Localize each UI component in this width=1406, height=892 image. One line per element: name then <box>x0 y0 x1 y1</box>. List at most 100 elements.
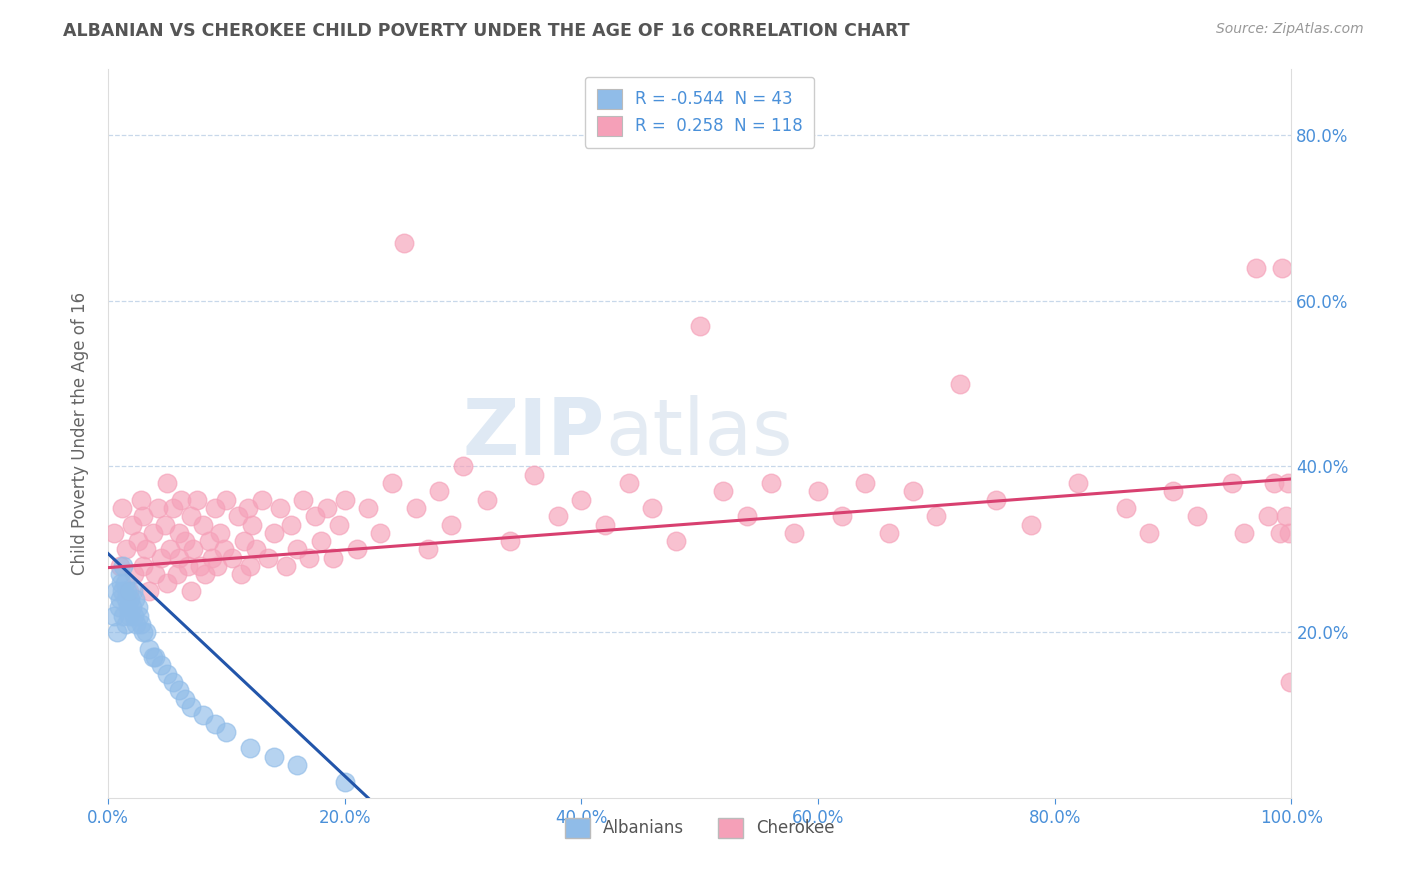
Point <box>103 525 125 540</box>
Point <box>285 542 308 557</box>
Point <box>107 600 129 615</box>
Point <box>167 683 190 698</box>
Point <box>191 708 214 723</box>
Point <box>292 492 315 507</box>
Point <box>569 492 592 507</box>
Point <box>1244 260 1267 275</box>
Point <box>1277 476 1299 491</box>
Point <box>156 476 179 491</box>
Point <box>108 592 131 607</box>
Point <box>440 517 463 532</box>
Point <box>807 484 830 499</box>
Point <box>110 575 132 590</box>
Point <box>239 559 262 574</box>
Point <box>127 534 149 549</box>
Point <box>877 525 900 540</box>
Point <box>1220 476 1243 491</box>
Point <box>274 559 297 574</box>
Point <box>617 476 640 491</box>
Text: ZIP: ZIP <box>463 395 605 471</box>
Point <box>593 517 616 532</box>
Point <box>221 550 243 565</box>
Point <box>316 500 339 515</box>
Point <box>949 376 972 391</box>
Point <box>1185 509 1208 524</box>
Point <box>156 575 179 590</box>
Text: atlas: atlas <box>605 395 793 471</box>
Point <box>121 583 143 598</box>
Point <box>180 583 202 598</box>
Point <box>1161 484 1184 499</box>
Point <box>759 476 782 491</box>
Point <box>381 476 404 491</box>
Point <box>499 534 522 549</box>
Point <box>256 550 278 565</box>
Point <box>191 517 214 532</box>
Point <box>115 583 138 598</box>
Point <box>135 542 157 557</box>
Text: ALBANIAN VS CHEROKEE CHILD POVERTY UNDER THE AGE OF 16 CORRELATION CHART: ALBANIAN VS CHEROKEE CHILD POVERTY UNDER… <box>63 22 910 40</box>
Point <box>132 509 155 524</box>
Point <box>1274 509 1296 524</box>
Point <box>162 675 184 690</box>
Point <box>159 542 181 557</box>
Point <box>138 583 160 598</box>
Point <box>122 608 145 623</box>
Point <box>392 235 415 250</box>
Point <box>111 583 134 598</box>
Point <box>107 625 129 640</box>
Point <box>250 492 273 507</box>
Point <box>280 517 302 532</box>
Point <box>103 608 125 623</box>
Point <box>641 500 664 515</box>
Point <box>142 525 165 540</box>
Point <box>209 525 232 540</box>
Point <box>245 542 267 557</box>
Point <box>783 525 806 540</box>
Point <box>831 509 853 524</box>
Point <box>233 534 256 549</box>
Point <box>298 550 321 565</box>
Point <box>855 476 877 491</box>
Y-axis label: Child Poverty Under the Age of 16: Child Poverty Under the Age of 16 <box>72 292 89 574</box>
Point <box>125 617 148 632</box>
Point <box>118 608 141 623</box>
Legend: Albanians, Cherokee: Albanians, Cherokee <box>558 811 841 845</box>
Point <box>128 608 150 623</box>
Point <box>181 542 204 557</box>
Point <box>105 583 128 598</box>
Point <box>156 666 179 681</box>
Point <box>177 559 200 574</box>
Point <box>143 650 166 665</box>
Point <box>263 525 285 540</box>
Point <box>1278 525 1301 540</box>
Point <box>132 559 155 574</box>
Point <box>1271 260 1294 275</box>
Point <box>405 500 427 515</box>
Point <box>523 467 546 482</box>
Text: Source: ZipAtlas.com: Source: ZipAtlas.com <box>1216 22 1364 37</box>
Point <box>108 567 131 582</box>
Point <box>150 658 173 673</box>
Point <box>142 650 165 665</box>
Point <box>114 542 136 557</box>
Point <box>138 641 160 656</box>
Point <box>174 534 197 549</box>
Point <box>122 567 145 582</box>
Point <box>240 517 263 532</box>
Point <box>127 600 149 615</box>
Point <box>114 575 136 590</box>
Point <box>129 492 152 507</box>
Point <box>416 542 439 557</box>
Point <box>309 534 332 549</box>
Point <box>901 484 924 499</box>
Point <box>269 500 291 515</box>
Point <box>925 509 948 524</box>
Point <box>1268 525 1291 540</box>
Point <box>1257 509 1279 524</box>
Point <box>304 509 326 524</box>
Point <box>188 559 211 574</box>
Point <box>166 567 188 582</box>
Point <box>194 567 217 582</box>
Point <box>118 583 141 598</box>
